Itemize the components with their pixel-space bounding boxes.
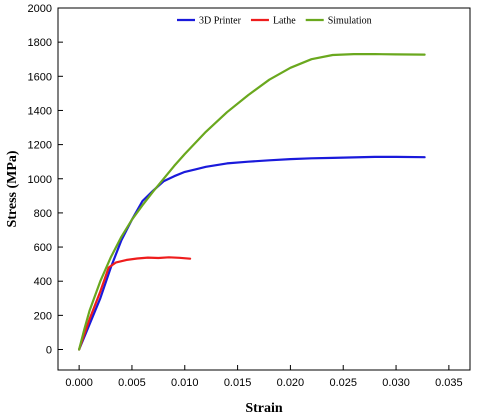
- legend-label: Lathe: [273, 16, 296, 27]
- y-tick-label: 0: [46, 345, 52, 357]
- y-tick-label: 1000: [28, 174, 52, 186]
- y-tick-label: 400: [34, 276, 52, 288]
- series-layer: [77, 52, 426, 351]
- y-tick-label: 2000: [28, 3, 52, 15]
- y-tick-label: 200: [34, 310, 52, 322]
- series-line-3d-printer: [77, 155, 426, 351]
- x-tick-label: 0.010: [171, 377, 199, 389]
- y-tick-label: 600: [34, 242, 52, 254]
- plot-frame: [57, 7, 471, 371]
- y-axis-title: Stress (MPa): [5, 150, 20, 227]
- y-tick-label: 1200: [28, 140, 52, 152]
- x-tick-label: 0.005: [118, 377, 146, 389]
- y-tick-label: 1600: [28, 71, 52, 83]
- x-tick-label: 0.030: [382, 377, 410, 389]
- y-tick-label: 800: [34, 208, 52, 220]
- x-axis-title: Strain: [245, 401, 283, 416]
- x-tick-label: 0.025: [329, 377, 357, 389]
- y-axis-ticks: 0 200 400 600 800 1000 1200 1400 1600 1800 2000: [28, 3, 63, 357]
- series-line-lathe: [77, 256, 192, 351]
- x-tick-label: 0.035: [435, 377, 463, 389]
- y-tick-label: 1400: [28, 105, 52, 117]
- legend-label: Simulation: [328, 16, 372, 27]
- legend: 3D Printer Lathe Simulation: [177, 16, 372, 27]
- series-line-simulation: [77, 52, 426, 351]
- x-tick-label: 0.020: [277, 377, 305, 389]
- x-tick-label: 0.015: [224, 377, 252, 389]
- x-tick-label: 0.000: [65, 377, 93, 389]
- x-axis-ticks: 0.000 0.005 0.010 0.015 0.020 0.025 0.030 0.035: [65, 365, 463, 389]
- y-tick-label: 1800: [28, 37, 52, 49]
- legend-label: 3D Printer: [199, 16, 242, 27]
